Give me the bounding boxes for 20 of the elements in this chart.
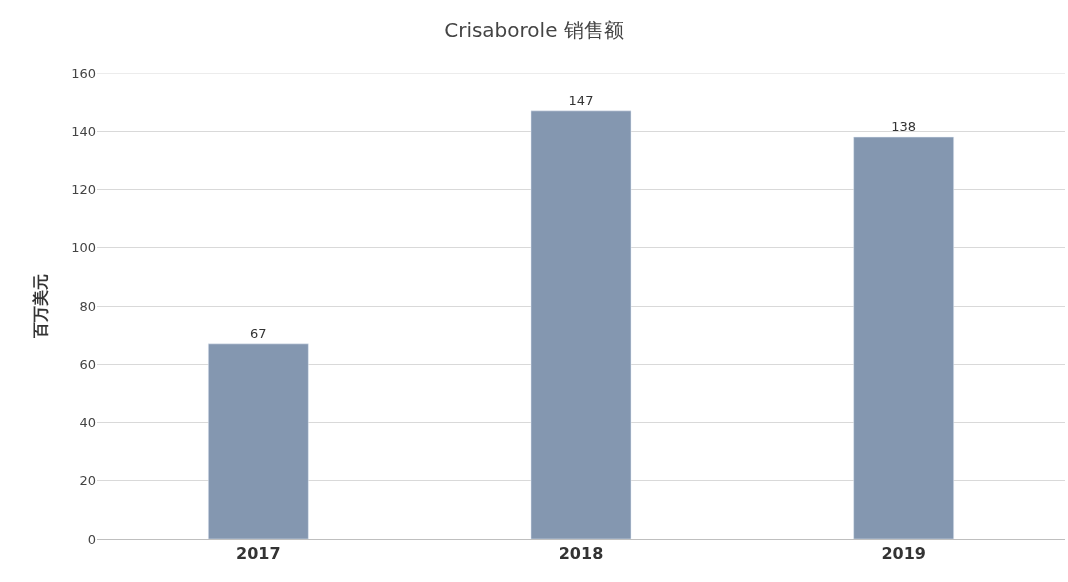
y-tick-label: 0 — [87, 531, 96, 547]
x-tick-label: 2018 — [558, 544, 604, 564]
y-tick-label: 140 — [71, 123, 96, 139]
y-axis-title: 百万美元 — [31, 274, 51, 339]
y-tick-label: 120 — [71, 182, 96, 198]
x-tick-label: 2017 — [236, 544, 281, 564]
y-tick-label: 40 — [79, 415, 96, 431]
chart-title: Crisaborole 销售额 — [444, 18, 624, 43]
bar — [530, 110, 632, 539]
y-tick-label: 100 — [71, 240, 96, 256]
x-tick-label: 2019 — [881, 544, 926, 564]
y-tick-label: 20 — [79, 473, 96, 489]
y-tick-label: 160 — [71, 65, 96, 81]
bar — [208, 343, 309, 539]
data-label: 138 — [891, 119, 917, 135]
y-tick-label: 60 — [79, 356, 96, 372]
data-label: 67 — [250, 325, 267, 341]
y-tick-label: 80 — [79, 298, 96, 314]
bar — [853, 136, 954, 539]
data-label: 147 — [568, 92, 594, 108]
